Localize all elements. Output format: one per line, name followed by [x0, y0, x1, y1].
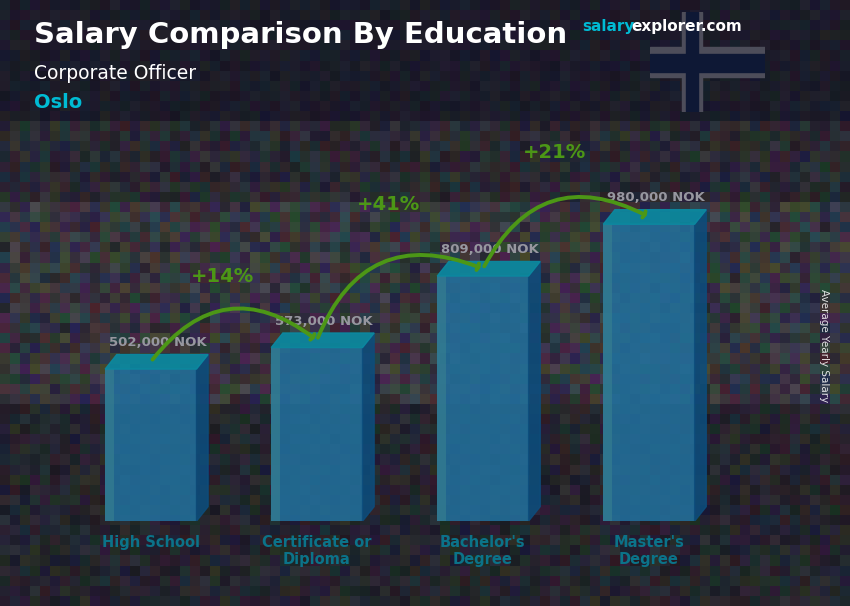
Bar [271, 348, 363, 521]
Polygon shape [437, 262, 541, 276]
Bar [604, 224, 694, 521]
Bar [604, 224, 613, 521]
Polygon shape [105, 355, 208, 369]
Text: 502,000 NOK: 502,000 NOK [109, 336, 207, 349]
Polygon shape [694, 210, 706, 521]
Bar [650, 54, 765, 72]
Text: Oslo: Oslo [34, 93, 82, 112]
Bar [271, 348, 280, 521]
Polygon shape [529, 262, 541, 521]
Text: Average Yearly Salary: Average Yearly Salary [819, 289, 829, 402]
Polygon shape [363, 333, 374, 521]
Text: Salary Comparison By Education: Salary Comparison By Education [34, 21, 567, 49]
Bar [687, 12, 698, 112]
Text: +21%: +21% [523, 144, 586, 162]
Text: +41%: +41% [357, 195, 420, 215]
Polygon shape [604, 210, 706, 224]
Text: 573,000 NOK: 573,000 NOK [275, 315, 372, 327]
Bar [437, 276, 446, 521]
Text: 809,000 NOK: 809,000 NOK [440, 243, 538, 256]
Text: +14%: +14% [190, 267, 254, 286]
Bar [105, 369, 114, 521]
Polygon shape [196, 355, 208, 521]
Text: 980,000 NOK: 980,000 NOK [607, 191, 705, 204]
Bar [682, 12, 702, 112]
Bar [437, 276, 529, 521]
Text: salary: salary [582, 19, 635, 35]
Bar [650, 47, 765, 77]
Bar [105, 369, 196, 521]
Polygon shape [271, 333, 374, 348]
Text: explorer.com: explorer.com [632, 19, 742, 35]
Text: Corporate Officer: Corporate Officer [34, 64, 196, 82]
